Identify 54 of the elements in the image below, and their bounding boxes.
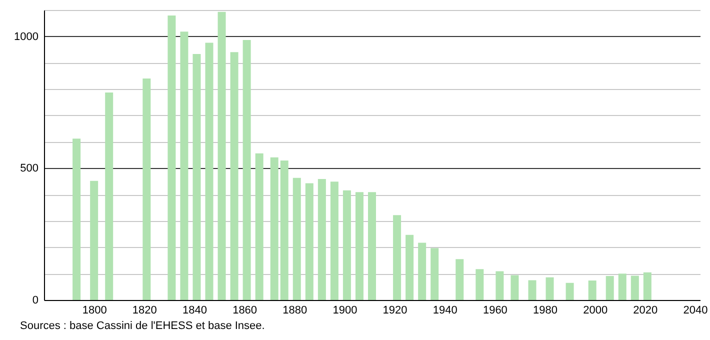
- bar: [456, 259, 464, 300]
- bar: [218, 12, 226, 300]
- bar: [368, 192, 376, 300]
- x-tick-label: 2020: [633, 304, 658, 316]
- source-note: Sources : base Cassini de l'EHESS et base Insee.: [20, 320, 265, 332]
- bar: [606, 276, 614, 300]
- x-tick-label: 1920: [382, 304, 408, 316]
- bar: [476, 269, 484, 300]
- bar: [618, 274, 626, 300]
- bar: [588, 280, 596, 300]
- bar: [496, 271, 504, 300]
- bar: [270, 157, 278, 300]
- x-tick-label: 1800: [82, 304, 107, 316]
- bar: [630, 276, 639, 300]
- bar: [205, 42, 214, 300]
- x-tick-label: 1840: [182, 304, 207, 316]
- bar: [242, 40, 251, 300]
- y-tick-label: 1000: [14, 30, 38, 43]
- x-tick-label: 1980: [533, 304, 558, 316]
- bar: [510, 275, 519, 300]
- bar: [142, 78, 151, 300]
- x-tick-label: 2040: [683, 304, 708, 316]
- bar: [180, 32, 188, 300]
- y-tick-label: 500: [20, 162, 38, 175]
- bar: [342, 190, 351, 300]
- bar: [393, 215, 402, 300]
- x-tick-label: 2000: [583, 304, 608, 316]
- x-tick-label: 1940: [432, 304, 458, 316]
- bar: [230, 52, 238, 300]
- bar: [330, 182, 338, 300]
- bar: [192, 54, 201, 300]
- bar: [546, 277, 554, 300]
- bar: [406, 234, 414, 300]
- bar: [528, 280, 536, 300]
- bar: [305, 183, 314, 300]
- bar: [430, 248, 439, 300]
- bar: [255, 153, 264, 300]
- x-tick-label: 1880: [282, 304, 308, 316]
- bar: [318, 178, 326, 300]
- bar: [90, 180, 98, 300]
- x-tick-label: 1960: [482, 304, 508, 316]
- bar: [566, 282, 574, 300]
- bar: [292, 178, 301, 300]
- bar: [168, 16, 176, 300]
- bar: [72, 138, 81, 300]
- x-tick-label: 1860: [232, 304, 258, 316]
- bar: [105, 92, 114, 300]
- bar: [418, 242, 426, 300]
- bar: [280, 160, 288, 300]
- x-tick-label: 1900: [332, 304, 358, 316]
- y-tick-label: 0: [32, 294, 38, 306]
- bar: [355, 192, 364, 300]
- x-tick-label: 1820: [132, 304, 157, 316]
- bar: [643, 272, 652, 300]
